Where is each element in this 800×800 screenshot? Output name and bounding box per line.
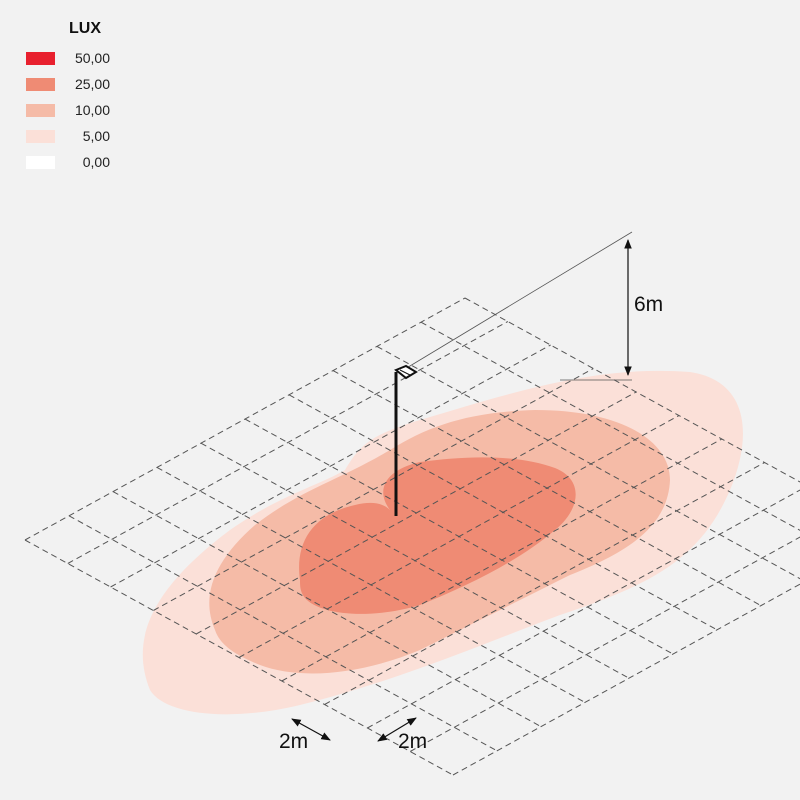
grid-line [110,344,551,588]
grid-line [452,583,800,776]
grid-line [332,370,762,607]
legend-value-5: 5,00 [82,128,110,144]
legend-value-50: 50,00 [74,50,110,66]
legend-title: LUX [69,20,101,37]
legend-swatch-50 [26,52,55,65]
legend-item-50: 50,00 [26,50,146,66]
legend-item-10: 10,00 [26,102,146,118]
grid-line [464,297,800,483]
grid-line [112,491,542,728]
grid-label-right: 2m [398,730,427,753]
grid-line [68,515,498,752]
grid-spacing-dimension-left: 2m [279,718,331,753]
legend-swatch-10 [26,104,55,117]
grid-line [376,345,800,580]
grid-line [156,466,586,703]
luminaire-icon [394,364,418,380]
height-label: 6m [634,293,663,316]
legend-swatch-0 [26,156,55,169]
light-pole [394,364,418,516]
legend-value-10: 10,00 [74,102,110,118]
grid-line [67,321,509,564]
grid-line [244,418,674,655]
grid-line [24,539,454,776]
legend-swatch-25 [26,78,55,91]
grid-arrow-right [377,717,417,742]
legend-item-5: 5,00 [26,128,146,144]
grid-line [409,536,800,752]
grid-line [200,442,630,679]
height-dimension: 6m [399,231,663,381]
luminaire-detail [399,369,411,376]
grid-line [153,368,594,611]
grid-line [288,394,718,631]
zone-25-lux [299,457,576,614]
ground-grid [24,297,800,776]
legend-item-25: 25,00 [26,76,146,92]
grid-label-left: 2m [279,730,308,753]
grid-line [420,321,800,531]
legend-swatch-5 [26,130,55,143]
grid-arrow-left [291,718,331,741]
legend-item-0: 0,00 [26,154,146,170]
reference-line-top [399,231,633,373]
legend-value-0: 0,00 [82,154,110,170]
grid-spacing-dimension-right: 2m [377,717,427,753]
legend-value-25: 25,00 [74,76,110,92]
